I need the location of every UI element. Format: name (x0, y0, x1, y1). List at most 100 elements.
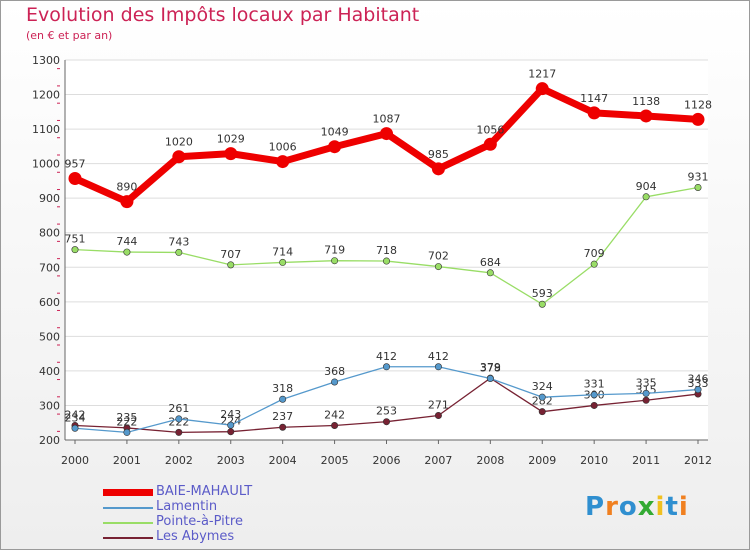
data-label: 957 (65, 157, 86, 170)
plot-area (65, 60, 708, 440)
y-tick-label: 300 (39, 399, 60, 412)
data-label: 931 (688, 170, 709, 183)
data-label: 261 (168, 402, 189, 415)
logo-letter: x (637, 492, 656, 522)
data-point (382, 418, 390, 426)
data-point (227, 421, 235, 429)
data-label: 1087 (373, 113, 401, 126)
data-point (380, 127, 393, 141)
y-tick-label: 400 (39, 365, 60, 378)
data-point (175, 428, 183, 436)
line-chart: 200 300 400 500 600 700 800 900 1000 1100 1200 1300… (32, 54, 712, 467)
data-point (120, 195, 134, 209)
data-label: 222 (116, 415, 137, 428)
y-tick-label: 1200 (32, 89, 60, 102)
x-tick-label: 2008 (476, 454, 504, 467)
data-label: 904 (636, 180, 657, 193)
legend-label: Lamentin (156, 499, 218, 514)
data-label: 1147 (580, 92, 608, 105)
logo-letter: t (665, 492, 679, 522)
legend-swatch (103, 522, 153, 524)
data-point (590, 401, 598, 409)
data-label: 282 (532, 395, 553, 408)
data-label: 378 (480, 362, 501, 375)
logo-letter: P (585, 492, 606, 522)
chart-subtitle: (en € et par an) (26, 29, 113, 42)
data-point (279, 258, 287, 266)
data-label: 743 (168, 235, 189, 248)
data-point (434, 263, 442, 271)
x-tick-label: 2005 (321, 454, 349, 467)
data-point (434, 363, 442, 371)
data-label: 719 (324, 244, 345, 257)
data-label: 593 (532, 287, 553, 300)
y-tick-label: 200 (39, 434, 60, 447)
data-label: 1020 (165, 136, 193, 149)
data-point (279, 395, 287, 403)
data-point (486, 269, 494, 277)
x-tick-label: 2001 (113, 454, 141, 467)
y-tick-label: 1100 (32, 123, 60, 136)
legend-label: BAIE-MAHAULT (156, 484, 253, 499)
data-point (694, 386, 702, 394)
y-tick-label: 800 (39, 227, 60, 240)
data-label: 1128 (684, 98, 712, 111)
data-label: 751 (65, 233, 86, 246)
logo-letter: r (605, 492, 619, 522)
data-point (587, 106, 601, 120)
data-point (691, 112, 705, 126)
x-tick-label: 2004 (269, 454, 297, 467)
data-point (71, 424, 79, 432)
data-label: 890 (116, 181, 137, 194)
x-tick-label: 2006 (373, 454, 401, 467)
data-point (590, 260, 598, 268)
data-label: 346 (688, 373, 709, 386)
data-point (382, 363, 390, 371)
data-point (68, 171, 82, 185)
data-point (71, 246, 79, 254)
data-point (331, 257, 339, 265)
data-point (535, 82, 549, 96)
logo-letter: o (618, 492, 638, 522)
data-label: 368 (324, 365, 345, 378)
data-point (175, 248, 183, 256)
data-point (590, 391, 598, 399)
x-tick-label: 2009 (528, 454, 556, 467)
y-tick-label: 700 (39, 261, 60, 274)
data-label: 1049 (321, 126, 349, 139)
legend-label: Les Abymes (156, 529, 235, 544)
chart-title: Evolution des Impôts locaux par Habitant (26, 4, 420, 26)
data-label: 333 (688, 377, 709, 390)
data-label: 718 (376, 244, 397, 257)
data-label: 1056 (476, 123, 504, 136)
legend-swatch (103, 489, 153, 496)
data-point (486, 375, 494, 383)
data-label: 1029 (217, 133, 245, 146)
data-point (175, 415, 183, 423)
data-point (123, 248, 131, 256)
data-label: 412 (376, 350, 397, 363)
data-label: 709 (584, 247, 605, 260)
data-label: 684 (480, 256, 501, 269)
data-label: 242 (324, 408, 345, 421)
data-label: 1138 (632, 95, 660, 108)
legend-swatch (103, 537, 153, 539)
x-tick-label: 2011 (632, 454, 660, 467)
x-tick-label: 2002 (165, 454, 193, 467)
y-tick-label: 1300 (32, 54, 60, 67)
data-point (642, 193, 650, 201)
x-tick-label: 2010 (580, 454, 608, 467)
data-point (328, 140, 342, 154)
data-point (224, 147, 238, 161)
data-point (227, 428, 235, 436)
data-label: 271 (428, 398, 449, 411)
data-point (331, 378, 339, 386)
data-point (279, 423, 287, 431)
data-label: 331 (584, 378, 605, 391)
x-tick-label: 2003 (217, 454, 245, 467)
data-label: 1006 (269, 141, 297, 154)
data-label: 335 (636, 376, 657, 389)
y-tick-label: 600 (39, 296, 60, 309)
data-label: 242 (65, 408, 86, 421)
data-label: 985 (428, 148, 449, 161)
